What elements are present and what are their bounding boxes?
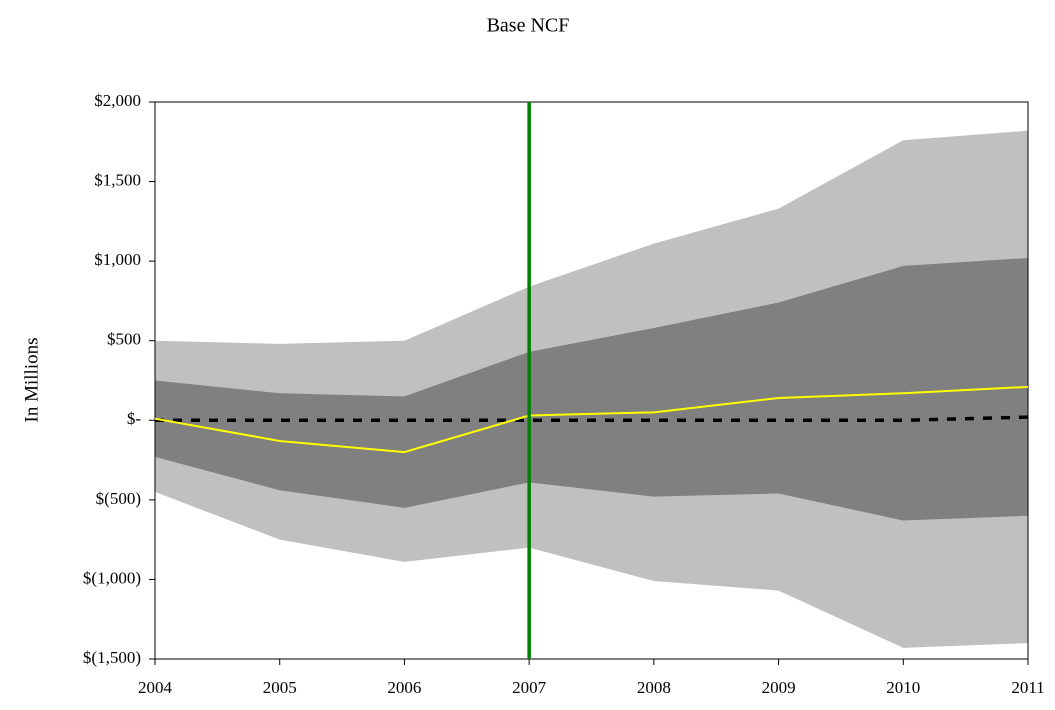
y-tick-label: $500 bbox=[107, 330, 141, 349]
y-tick-label: $1,000 bbox=[94, 250, 141, 269]
y-tick-label: $- bbox=[127, 409, 142, 428]
line bbox=[154, 385, 1029, 454]
x-tick-label: 2004 bbox=[138, 678, 173, 697]
plot-frame bbox=[154, 101, 1029, 660]
y-tick-label: $(1,000) bbox=[83, 568, 141, 587]
chart-title: Base NCF bbox=[487, 15, 570, 37]
x-tick-label: 2009 bbox=[762, 678, 796, 697]
y-axis-label: In Millions bbox=[21, 338, 42, 423]
y-tick-label: $(1,500) bbox=[83, 648, 141, 667]
y-tick-label: $(500) bbox=[96, 489, 141, 508]
y-tick-label: $1,500 bbox=[94, 170, 141, 189]
x-tick-label: 2010 bbox=[886, 678, 920, 697]
x-tick-label: 2005 bbox=[263, 678, 297, 697]
x-tick-label: 2006 bbox=[387, 678, 421, 697]
y-tick-label: $2,000 bbox=[94, 91, 141, 110]
x-tick-label: 2007 bbox=[512, 678, 547, 697]
x-tick-label: 2008 bbox=[637, 678, 671, 697]
band bbox=[155, 257, 1028, 521]
x-tick-label: 2011 bbox=[1011, 678, 1044, 697]
line bbox=[155, 415, 1029, 423]
